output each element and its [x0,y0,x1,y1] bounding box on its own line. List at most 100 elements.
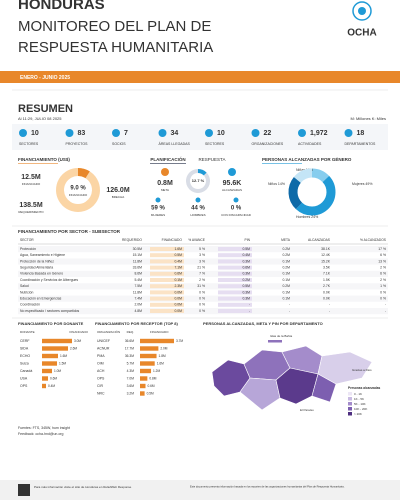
legend-label: 5K - 10K [354,402,366,406]
table-cell: 0.4M [242,253,250,257]
kpi-icon [344,129,353,137]
table-cell: 0.2M [282,247,290,251]
feedback: Feedback: ocha-hnd@un.org [18,432,63,436]
target-label: META [161,188,169,192]
funded-label: FINANCIADO [22,182,41,186]
table-cell: 1 % [380,284,386,288]
table-cell: 6 % [380,253,386,257]
table-cell: 0 % [380,290,386,294]
donor-bar [42,368,52,374]
disclaimer: Este documento presenta información basa… [190,485,345,489]
kpi-label: SECTORES [205,142,225,146]
table-cell: - [249,309,250,313]
required: 4.3M [127,369,135,373]
icon [233,197,239,203]
column-header: FINANCIADO [162,238,183,242]
table-cell: 1.6M [174,247,182,251]
period: ENERO - JUNIO 2025 [20,75,70,81]
column-header: FINANCIADO [150,330,169,334]
recipient-name: CIR [97,384,104,388]
donor-name: CERF [20,339,30,343]
qr-code [18,484,30,496]
footer-band [0,480,400,500]
table-cell: 0 % [199,290,205,294]
pin-cell [218,259,252,264]
table-cell: 0.6M [174,272,182,276]
requirement: 138.5M [19,202,43,209]
panel-rule [18,163,58,164]
column-header: % ALCANZADOS [360,238,387,242]
table-cell: 0.3M [242,290,250,294]
required: 7.0M [127,376,135,380]
donor-name: SIDA [20,346,29,350]
bar-label: 1.6M [157,361,164,365]
table-cell: 4.8M [134,309,142,313]
funded-cell [150,253,184,258]
recipient-bar [140,338,174,344]
table-cell: 2 % [199,278,205,282]
pin-cell [218,278,252,282]
table-cell: 5.4M [134,278,142,282]
units: M: Millones K: Miles [350,116,386,121]
title-line: MONITOREO DEL PLAN DE [18,18,211,35]
kpi-value: 18 [357,130,365,137]
table-cell: 0.1M [282,278,290,282]
table-cell: 0.3M [242,272,250,276]
bar-label: 1.6M [60,354,67,358]
table-cell: Violencia Basada en Género [20,272,63,276]
department [239,377,281,411]
funded-cell [150,278,184,282]
bar-label: 1.2M [153,369,160,373]
icon [155,197,161,203]
table-cell: 0.0K [323,296,331,300]
table-cell: - [385,309,386,313]
table-cell: - [249,303,250,307]
required: 3.6M [127,384,135,388]
column-header: REQ. [127,330,135,334]
place-label: El Paraíso [300,408,314,412]
funded: 12.5M [21,174,41,181]
place-label: Islas de la Bahía [270,334,293,338]
recipient-name: OIM [97,361,104,365]
table-cell: 0 % [380,296,386,300]
table-cell: 2.3M [174,284,182,288]
table-cell: 2.0M [134,303,142,307]
table-cell: - [329,303,330,307]
country: HONDURAS [18,0,105,13]
donut-track [186,169,210,193]
kpi-label: SECTORES [19,142,39,146]
table-cell: Coordinación [20,303,40,307]
required: 3.2M [127,391,135,395]
table-cell: 7.5M [134,284,142,288]
table-cell: 5 % [199,247,205,251]
table-cell: 3 % [199,259,205,263]
table-cell: Nutrición [20,290,33,294]
funded-cell [150,309,184,313]
table-cell: 3.5K [323,265,331,269]
table-cell: 30.5M [133,247,143,251]
title-line: RESPUESTA HUMANITARIA [18,39,213,56]
donut-track [56,168,100,212]
kpi-label: ORGANIZACIONES [252,142,284,146]
legend-label: 0 - 1K [354,392,362,396]
kpi-label: DEPARTAMENTOS [345,142,377,146]
kpi-value: 10 [31,130,39,137]
table-cell: 0.3M [242,259,250,263]
stat-value: 59 % [151,206,165,212]
donor-bar [42,383,46,389]
table-cell: 3 % [199,253,205,257]
recipient-name: UNICEF [97,339,110,343]
funded-cell [150,247,184,251]
recipient-name: ACH [97,369,105,373]
pin-cell [218,296,252,301]
required: 36.6M [125,339,134,343]
bar-label: 0.5M [147,391,154,395]
panel-title: FINANCIAMIENTO POR RECEPTOR (TOP 8) [95,321,178,326]
pin-cell [218,265,252,270]
kpi-icon [65,129,74,137]
gap: 126.0M [106,187,130,194]
kpi-icon [19,129,27,137]
table-cell: 0.5M [242,247,250,251]
table-cell: 13 % [378,259,386,263]
